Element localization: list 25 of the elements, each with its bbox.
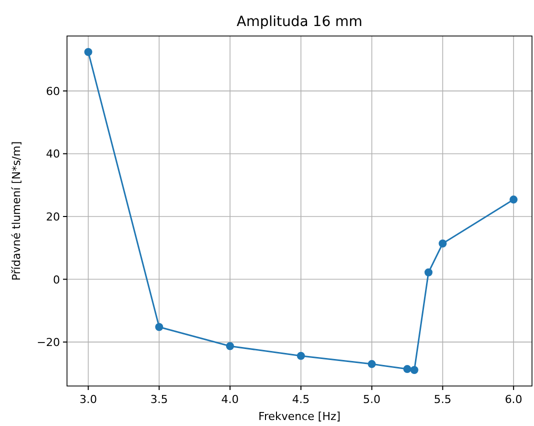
y-tick-label: 0	[53, 273, 60, 286]
point	[438, 239, 447, 248]
y-tick-label: 40	[46, 148, 60, 161]
y-tick-label: −20	[36, 336, 60, 350]
point	[368, 360, 376, 368]
x-axis-title: Frekvence [Hz]	[258, 410, 341, 423]
x-tick-label: 3.5	[150, 393, 168, 406]
x-tick-label: 3.0	[80, 393, 98, 406]
x-tick-label: 4.0	[221, 393, 239, 406]
point	[226, 342, 234, 350]
point	[84, 48, 92, 56]
point	[296, 352, 305, 360]
x-tick-label: 6.0	[504, 393, 522, 406]
x-tick-label: 5.5	[434, 393, 452, 406]
x-tick-label: 4.5	[292, 393, 310, 406]
point	[510, 196, 518, 204]
point	[403, 365, 412, 374]
y-tick-label: 20	[46, 210, 60, 224]
chart-title: Amplituda 16 mm	[236, 14, 362, 30]
y-tick-label: 60	[46, 84, 60, 98]
point	[424, 268, 433, 276]
point	[155, 322, 164, 331]
point	[410, 366, 418, 374]
y-axis-title: Přídavné tlumení [N*s/m]	[10, 141, 23, 281]
x-tick-label: 5.0	[363, 393, 381, 406]
